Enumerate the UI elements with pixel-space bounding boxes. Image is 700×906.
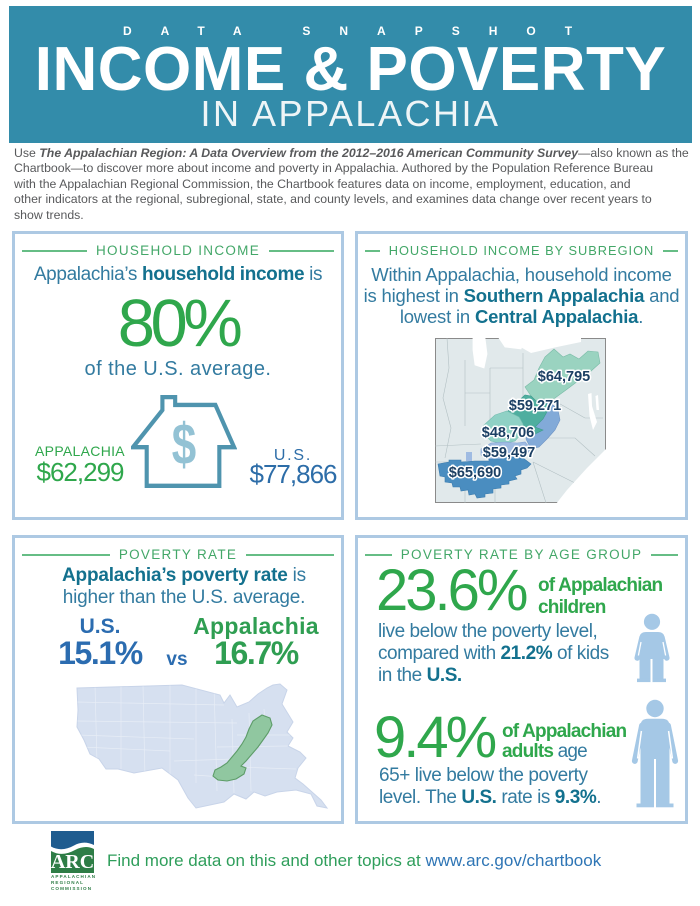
svg-text:$59,271: $59,271 — [509, 398, 561, 414]
svg-text:ARC: ARC — [51, 851, 94, 873]
svg-text:$65,690: $65,690 — [449, 465, 501, 481]
svg-text:$59,497: $59,497 — [483, 445, 535, 461]
svg-text:$48,706: $48,706 — [482, 425, 534, 441]
svg-text:$: $ — [172, 411, 197, 477]
svg-text:$64,795: $64,795 — [538, 369, 590, 385]
